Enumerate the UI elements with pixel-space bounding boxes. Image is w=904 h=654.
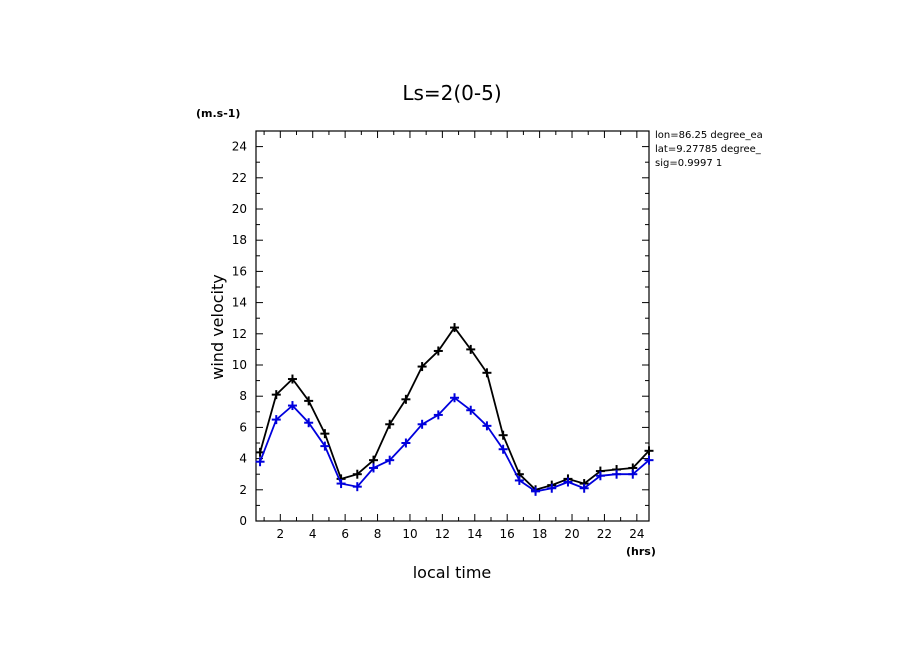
data-point (450, 393, 460, 403)
data-point (433, 410, 443, 420)
data-point (612, 469, 622, 479)
data-point (352, 482, 362, 492)
data-point (336, 479, 346, 489)
y-unit-label: (m.s-1) (196, 107, 240, 120)
y-tick-label: 18 (232, 233, 247, 247)
data-point (644, 446, 654, 456)
x-axis: 2 4 6 8 10 12 14 16 18 20 22 24 (263, 131, 644, 541)
data-point (401, 438, 411, 448)
data-point (287, 374, 297, 384)
data-point (579, 483, 589, 493)
x-axis-label: local time (413, 563, 492, 582)
y-tick-label: 8 (239, 389, 247, 403)
y-tick-label: 14 (232, 296, 247, 310)
data-point (466, 344, 476, 354)
x-tick-label: 20 (564, 527, 579, 541)
y-tick-label: 24 (232, 140, 247, 154)
data-point (482, 368, 492, 378)
x-tick-label: 18 (532, 527, 547, 541)
series-line-2 (259, 396, 650, 493)
data-point (352, 469, 362, 479)
annotation-lon: lon=86.25 degree_ea (655, 130, 763, 141)
data-point (320, 441, 330, 451)
data-point (466, 405, 476, 415)
x-tick-label: 8 (374, 527, 382, 541)
data-point (514, 475, 524, 485)
x-tick-label: 6 (341, 527, 349, 541)
x-unit-label: (hrs) (626, 545, 656, 558)
data-point (628, 469, 638, 479)
data-point (271, 415, 281, 425)
data-point (531, 486, 541, 496)
data-point (595, 471, 605, 481)
x-tick-label: 24 (629, 527, 644, 541)
data-point (498, 430, 508, 440)
data-point (417, 419, 427, 429)
y-axis-label: wind velocity (208, 274, 227, 379)
x-tick-label: 2 (276, 527, 284, 541)
data-point (385, 455, 395, 465)
data-point (287, 401, 297, 411)
chart-title: Ls=2(0-5) (402, 81, 501, 105)
series-layer (255, 323, 654, 496)
y-tick-label: 4 (239, 452, 247, 466)
data-point (417, 362, 427, 372)
y-tick-label: 10 (232, 358, 247, 372)
y-tick-label: 0 (239, 514, 247, 528)
x-tick-label: 12 (435, 527, 450, 541)
annotation-mask (780, 128, 904, 172)
data-point (368, 463, 378, 473)
x-tick-label: 14 (467, 527, 482, 541)
data-point (385, 419, 395, 429)
y-tick-label: 12 (232, 327, 247, 341)
x-tick-label: 4 (309, 527, 317, 541)
x-tick-label: 22 (597, 527, 612, 541)
data-point (271, 390, 281, 400)
y-tick-label: 22 (232, 171, 247, 185)
data-point (304, 418, 314, 428)
data-point (498, 444, 508, 454)
y-tick-label: 20 (232, 202, 247, 216)
data-point (320, 429, 330, 439)
annotation-sig: sig=0.9997 1 (655, 158, 722, 169)
data-point (368, 455, 378, 465)
data-point (547, 483, 557, 493)
x-tick-label: 16 (500, 527, 515, 541)
annotation-lat: lat=9.27785 degree_ (655, 144, 762, 155)
data-point (482, 421, 492, 431)
x-tick-label: 10 (402, 527, 417, 541)
data-point (644, 455, 654, 465)
data-point (401, 394, 411, 404)
series-line-1 (259, 326, 650, 491)
data-point (255, 457, 265, 467)
plot-frame (255, 130, 650, 522)
y-tick-label: 6 (239, 420, 247, 434)
data-point (450, 323, 460, 333)
y-tick-label: 16 (232, 264, 247, 278)
y-tick-label: 2 (239, 483, 247, 497)
data-point (304, 396, 314, 406)
data-point (433, 346, 443, 356)
data-point (563, 477, 573, 487)
